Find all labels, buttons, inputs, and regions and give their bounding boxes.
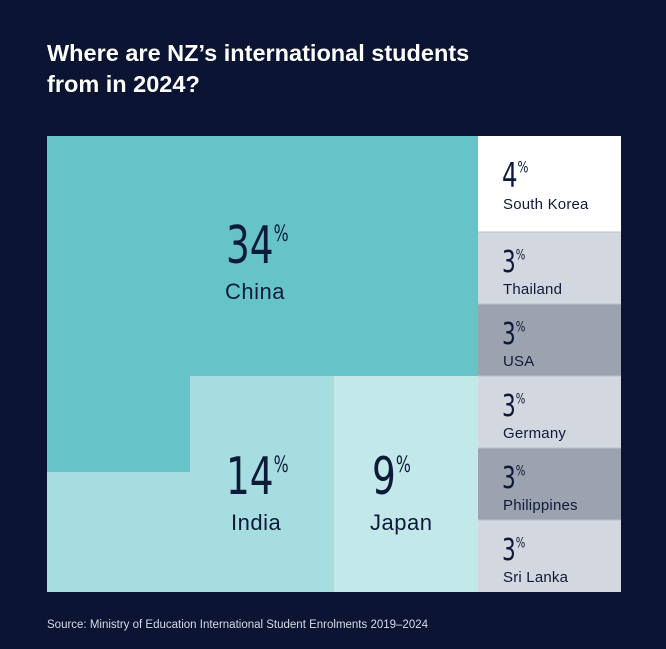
- value-label-philippines: 3%: [502, 462, 525, 496]
- category-label-china: China: [225, 279, 285, 304]
- treemap-cell-thailand: 3%Thailand: [478, 232, 621, 304]
- treemap-block-sri-lanka: [478, 520, 621, 592]
- treemap-cell-sri-lanka: 3%Sri Lanka: [478, 520, 621, 592]
- treemap-block-philippines: [478, 448, 621, 520]
- value-label-usa: 3%: [502, 318, 525, 352]
- treemap-block-germany: [478, 376, 621, 448]
- treemap-block-japan: [334, 376, 478, 592]
- treemap-cell-south-korea: 4%South Korea: [478, 136, 621, 232]
- chart-title: Where are NZ’s international students fr…: [47, 38, 607, 100]
- category-label-germany: Germany: [503, 425, 566, 442]
- category-label-usa: USA: [503, 353, 534, 370]
- treemap-cell-usa: 3%USA: [478, 304, 621, 376]
- treemap-block-thailand: [478, 232, 621, 304]
- value-label-south-korea: 4%: [502, 156, 529, 195]
- chart-title-line-2: from in 2024?: [47, 71, 200, 97]
- treemap-block-south-korea: [478, 136, 621, 232]
- category-label-philippines: Philippines: [503, 497, 578, 514]
- value-label-thailand: 3%: [502, 246, 525, 280]
- chart-title-line-1: Where are NZ’s international students: [47, 40, 470, 66]
- treemap-cell-china: 34% China: [47, 136, 478, 472]
- category-label-south-korea: South Korea: [503, 196, 589, 213]
- category-label-thailand: Thailand: [503, 281, 562, 298]
- source-note: Source: Ministry of Education Internatio…: [47, 619, 429, 631]
- value-label-germany: 3%: [502, 390, 525, 424]
- category-label-sri-lanka: Sri Lanka: [503, 569, 569, 586]
- treemap-block-china: [47, 136, 478, 472]
- category-label-japan: Japan: [370, 510, 432, 535]
- treemap-cell-japan: 9% Japan: [334, 376, 478, 592]
- treemap-block-usa: [478, 304, 621, 376]
- treemap-cell-philippines: 3%Philippines: [478, 448, 621, 520]
- value-label-japan: 9%: [372, 446, 411, 507]
- value-label-sri-lanka: 3%: [502, 534, 525, 568]
- treemap-block-india: [47, 376, 334, 592]
- category-label-india: India: [231, 510, 281, 535]
- treemap-cell-germany: 3%Germany: [478, 376, 621, 448]
- value-label-india: 14%: [226, 446, 289, 507]
- value-label-china: 34%: [226, 215, 289, 276]
- treemap-cell-india: 14% India: [47, 376, 334, 592]
